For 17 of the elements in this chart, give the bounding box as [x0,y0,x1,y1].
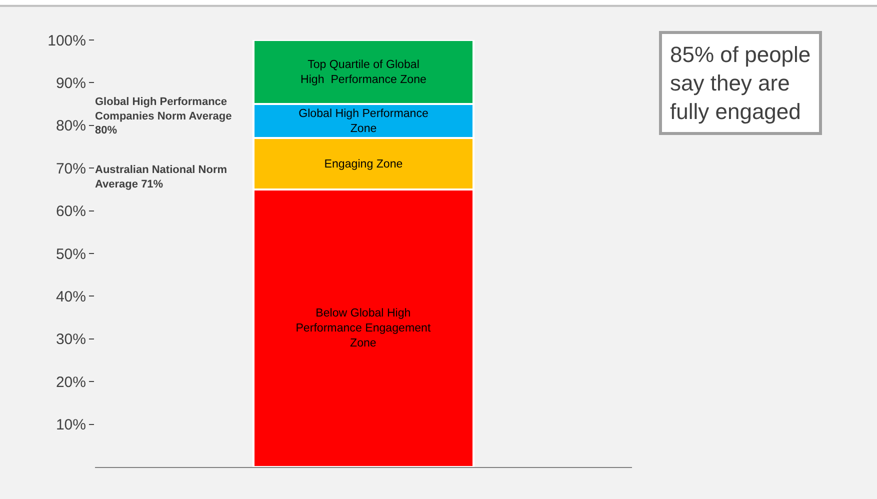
annotation: Global High Performance Companies Norm Average 80% [95,96,232,137]
y-tick-label: 10% [56,416,86,434]
series-label: Engaging Zone [324,158,403,170]
series-label: Global High Performance Zone [298,108,428,136]
y-tick-label: 70% [56,160,86,178]
y-tick-label: 40% [56,288,86,306]
series-label: Top Quartile of Global High Performance Zone [300,58,426,86]
y-tick-label: 100% [48,32,86,50]
series-label: Below Global High Performance Engagement Zone [296,308,432,350]
y-tick-label: 90% [56,74,86,92]
y-tick-label: 60% [56,203,86,220]
y-tick-label: 30% [56,331,86,348]
y-tick-label: 20% [56,374,86,391]
y-tick-label: 80% [56,118,86,135]
annotation: Australian National Norm Average 71% [95,164,228,190]
y-tick-label: 50% [56,246,86,263]
text: 85% of people say they are fully engaged [670,42,811,124]
